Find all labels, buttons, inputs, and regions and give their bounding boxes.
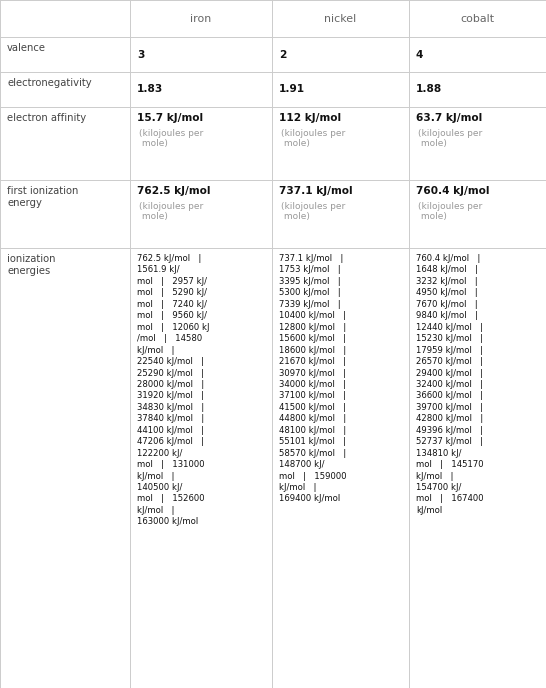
Text: first ionization
energy: first ionization energy — [7, 186, 79, 208]
Text: 15.7 kJ/mol: 15.7 kJ/mol — [137, 113, 203, 123]
Text: (kilojoules per
 mole): (kilojoules per mole) — [281, 202, 345, 222]
Text: 760.4 kJ/mol: 760.4 kJ/mol — [416, 186, 490, 196]
Text: 762.5 kJ/mol   |
1561.9 kJ/
mol   |   2957 kJ/
mol   |   5290 kJ/
mol   |   7240: 762.5 kJ/mol | 1561.9 kJ/ mol | 2957 kJ/… — [137, 254, 210, 526]
Text: (kilojoules per
 mole): (kilojoules per mole) — [418, 202, 482, 222]
Text: 737.1 kJ/mol: 737.1 kJ/mol — [279, 186, 353, 196]
Text: ionization
energies: ionization energies — [7, 254, 56, 276]
Text: 737.1 kJ/mol   |
1753 kJ/mol   |
3395 kJ/mol   |
5300 kJ/mol   |
7339 kJ/mol   |: 737.1 kJ/mol | 1753 kJ/mol | 3395 kJ/mol… — [279, 254, 347, 504]
Text: 4: 4 — [416, 50, 423, 59]
Text: 3: 3 — [137, 50, 144, 59]
Text: valence: valence — [7, 43, 46, 53]
Text: 63.7 kJ/mol: 63.7 kJ/mol — [416, 113, 482, 123]
Text: (kilojoules per
 mole): (kilojoules per mole) — [139, 129, 203, 149]
Text: iron: iron — [191, 14, 212, 23]
Text: electronegativity: electronegativity — [7, 78, 92, 88]
Text: 112 kJ/mol: 112 kJ/mol — [279, 113, 341, 123]
Text: 760.4 kJ/mol   |
1648 kJ/mol   |
3232 kJ/mol   |
4950 kJ/mol   |
7670 kJ/mol   |: 760.4 kJ/mol | 1648 kJ/mol | 3232 kJ/mol… — [416, 254, 484, 515]
Text: (kilojoules per
 mole): (kilojoules per mole) — [281, 129, 345, 149]
Text: 2: 2 — [279, 50, 286, 59]
Text: (kilojoules per
 mole): (kilojoules per mole) — [418, 129, 482, 149]
Text: (kilojoules per
 mole): (kilojoules per mole) — [139, 202, 203, 222]
Text: nickel: nickel — [324, 14, 357, 23]
Text: 1.88: 1.88 — [416, 85, 442, 94]
Text: 1.91: 1.91 — [279, 85, 305, 94]
Text: electron affinity: electron affinity — [7, 113, 86, 123]
Text: cobalt: cobalt — [460, 14, 495, 23]
Text: 1.83: 1.83 — [137, 85, 163, 94]
Text: 762.5 kJ/mol: 762.5 kJ/mol — [137, 186, 211, 196]
